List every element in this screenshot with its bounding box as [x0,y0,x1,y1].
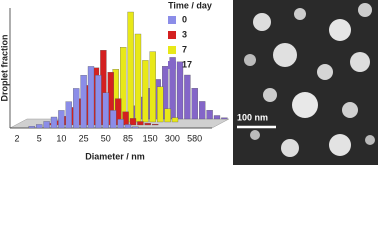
x-axis-label: Diameter / nm [85,151,145,161]
bar [65,101,72,129]
x-tick-label: 300 [165,133,180,143]
bar [157,86,164,123]
micrograph [233,0,378,165]
bar [206,110,213,120]
legend-label: 3 [182,29,187,39]
bar [142,60,149,123]
bar [110,110,117,129]
bar [176,61,184,120]
bar [149,51,156,123]
bar [73,88,80,129]
legend-label: 17 [182,59,192,69]
y-axis-label: Droplet fraction [0,34,9,101]
x-tick-label: 5 [37,133,42,143]
bar [117,119,124,129]
legend-label: 0 [182,14,187,24]
bar [129,118,137,126]
scale-bar-label: 100 nm [237,112,268,122]
bar [213,115,221,120]
x-tick-label: 25 [79,133,89,143]
bar [36,124,43,129]
bar [80,75,87,129]
bar [102,92,109,129]
legend-label: 7 [182,44,187,54]
bar [50,116,58,129]
figure: Droplet fraction Diameter / nm Time / da… [0,0,378,165]
x-tick-label: 10 [56,133,66,143]
x-tick-label: 85 [123,133,133,143]
bar [164,108,171,123]
x-tick-label: 150 [143,133,158,143]
bar [199,101,206,120]
bar [144,123,151,126]
bar [221,117,228,120]
bar [191,88,198,120]
x-tick-label: 2 [14,133,19,143]
x-tick-label: 580 [187,133,202,143]
legend-swatch [168,61,176,69]
bar [137,121,144,126]
legend-swatch [168,46,176,54]
bar [28,126,35,129]
bar [127,11,134,123]
bar [134,33,142,123]
bar [58,110,65,129]
bar [171,117,179,123]
legend-swatch [168,16,176,24]
legend-title: Time / day [168,0,212,10]
bar [95,75,102,129]
bar [43,121,50,129]
bar [184,74,191,120]
legend-swatch [168,31,176,39]
bar [132,126,139,129]
bar [87,66,95,129]
bar [152,123,159,126]
bar [124,124,132,129]
x-tick-label: 50 [101,133,111,143]
